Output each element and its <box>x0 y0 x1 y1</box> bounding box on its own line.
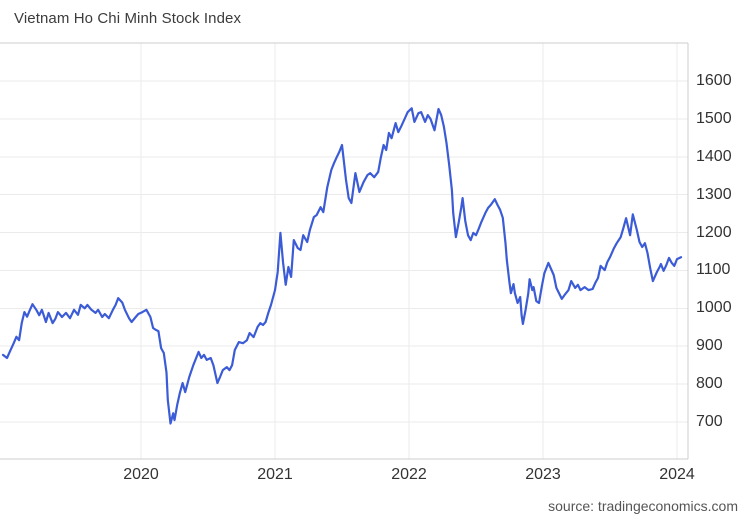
y-tick-label: 1400 <box>696 147 732 165</box>
y-tick-label: 900 <box>696 337 723 355</box>
chart-title: Vietnam Ho Chi Minh Stock Index <box>14 10 242 27</box>
y-tick-label: 1500 <box>696 109 732 127</box>
x-tick-label: 2023 <box>525 466 561 483</box>
x-tick-label: 2024 <box>659 466 695 483</box>
y-tick-label: 700 <box>696 413 723 430</box>
x-tick-label: 2022 <box>391 466 427 483</box>
source-credit: source: tradingeconomics.com <box>548 498 738 514</box>
x-tick-label: 2020 <box>123 466 159 483</box>
y-tick-label: 800 <box>696 375 723 393</box>
y-tick-label: 1600 <box>696 72 732 89</box>
y-tick-label: 1000 <box>696 299 732 317</box>
y-tick-label: 1200 <box>696 223 732 241</box>
y-tick-label: 1100 <box>696 261 731 279</box>
x-tick-label: 2021 <box>257 466 293 483</box>
y-tick-label: 1300 <box>696 185 732 203</box>
price-line[interactable] <box>1 107 683 425</box>
